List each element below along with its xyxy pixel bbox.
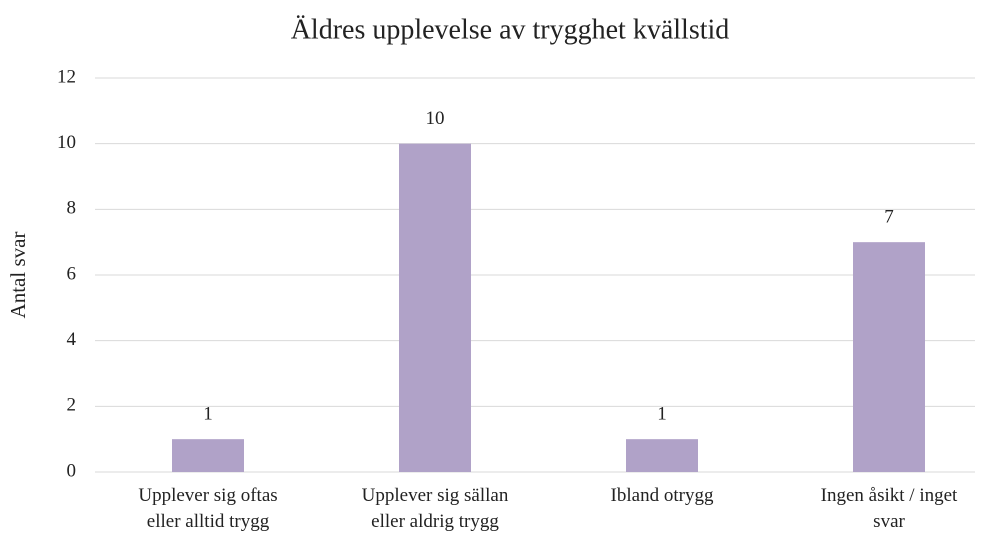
y-tick-label: 12 [57,66,76,87]
x-tick-label: Upplever sig sällan eller aldrig trygg [362,485,509,532]
y-tick-label: 10 [57,132,76,153]
y-tick-label: 4 [67,329,77,350]
data-label: 1 [657,404,667,425]
y-tick-label: 2 [67,395,77,416]
y-axis-label: Antal svar [6,232,30,319]
y-tick-label: 8 [67,198,77,219]
x-tick-label: Upplever sig oftas eller alltid trygg [138,485,277,532]
chart-title: Äldres upplevelse av trygghet kvällstid [291,14,730,45]
x-tick-label: Ibland otrygg [611,485,714,506]
bar [172,439,244,472]
data-label: 7 [884,207,894,228]
y-tick-label: 6 [67,263,77,284]
data-label: 10 [426,108,445,129]
y-tick-label: 0 [67,460,77,481]
bar [853,242,925,472]
bar [626,439,698,472]
x-tick-label: Ingen åsikt / inget svar [821,485,958,532]
bar [399,143,471,472]
data-label: 1 [203,404,213,425]
